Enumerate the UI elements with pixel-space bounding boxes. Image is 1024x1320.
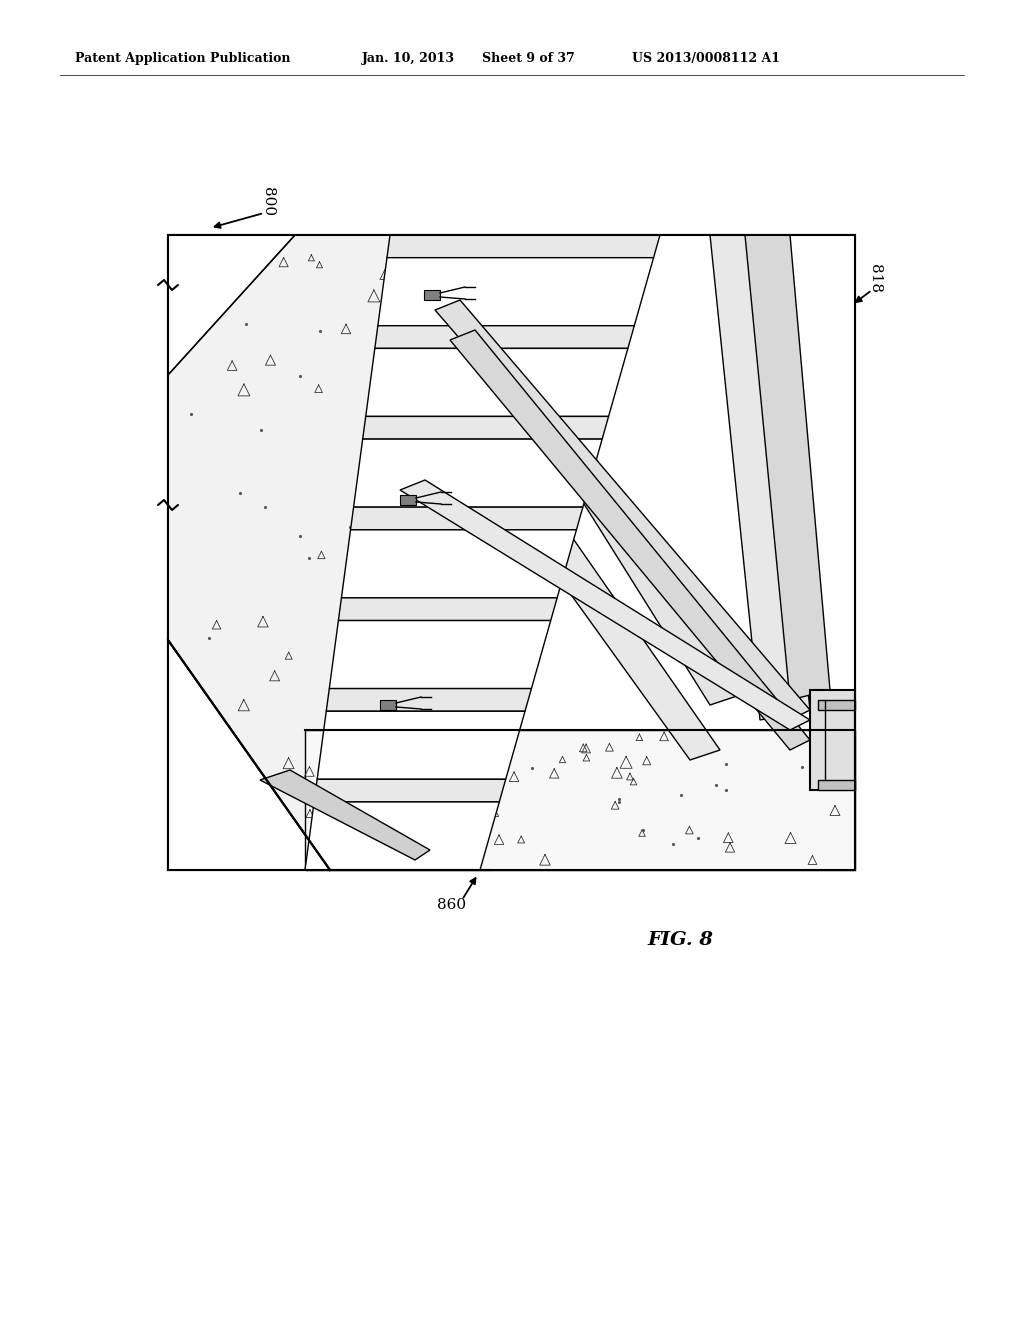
Polygon shape [745,235,830,700]
Bar [168,235,855,870]
Text: 800: 800 [261,187,275,216]
Bar [168,235,855,870]
Polygon shape [375,326,634,348]
Polygon shape [330,620,551,689]
Polygon shape [314,779,506,803]
Bar [168,235,855,870]
Polygon shape [353,440,602,507]
Polygon shape [350,507,583,529]
Text: FIG. 8: FIG. 8 [647,931,713,949]
Text: US 2013/0008112 A1: US 2013/0008112 A1 [632,51,780,65]
Polygon shape [400,480,810,730]
Text: Sheet 9 of 37: Sheet 9 of 37 [482,51,574,65]
Polygon shape [710,235,810,719]
Polygon shape [341,529,577,598]
Polygon shape [305,803,500,870]
Polygon shape [818,700,855,710]
Polygon shape [338,598,557,620]
Polygon shape [450,285,740,705]
Polygon shape [362,416,608,440]
Text: 860: 860 [437,898,467,912]
Bar [400,495,416,506]
Polygon shape [260,770,430,861]
Text: Patent Application Publication: Patent Application Publication [75,51,291,65]
Polygon shape [378,257,653,326]
Polygon shape [435,300,810,719]
Text: 818: 818 [868,264,882,293]
Bar [380,700,396,710]
Polygon shape [327,689,531,711]
Polygon shape [818,780,855,789]
Polygon shape [450,330,810,750]
Bar [424,290,440,300]
Polygon shape [317,711,525,779]
Polygon shape [810,690,855,789]
Polygon shape [387,235,660,257]
Polygon shape [395,341,720,760]
Polygon shape [168,235,490,870]
Polygon shape [305,730,855,870]
Text: Jan. 10, 2013: Jan. 10, 2013 [362,51,455,65]
Polygon shape [366,348,628,416]
